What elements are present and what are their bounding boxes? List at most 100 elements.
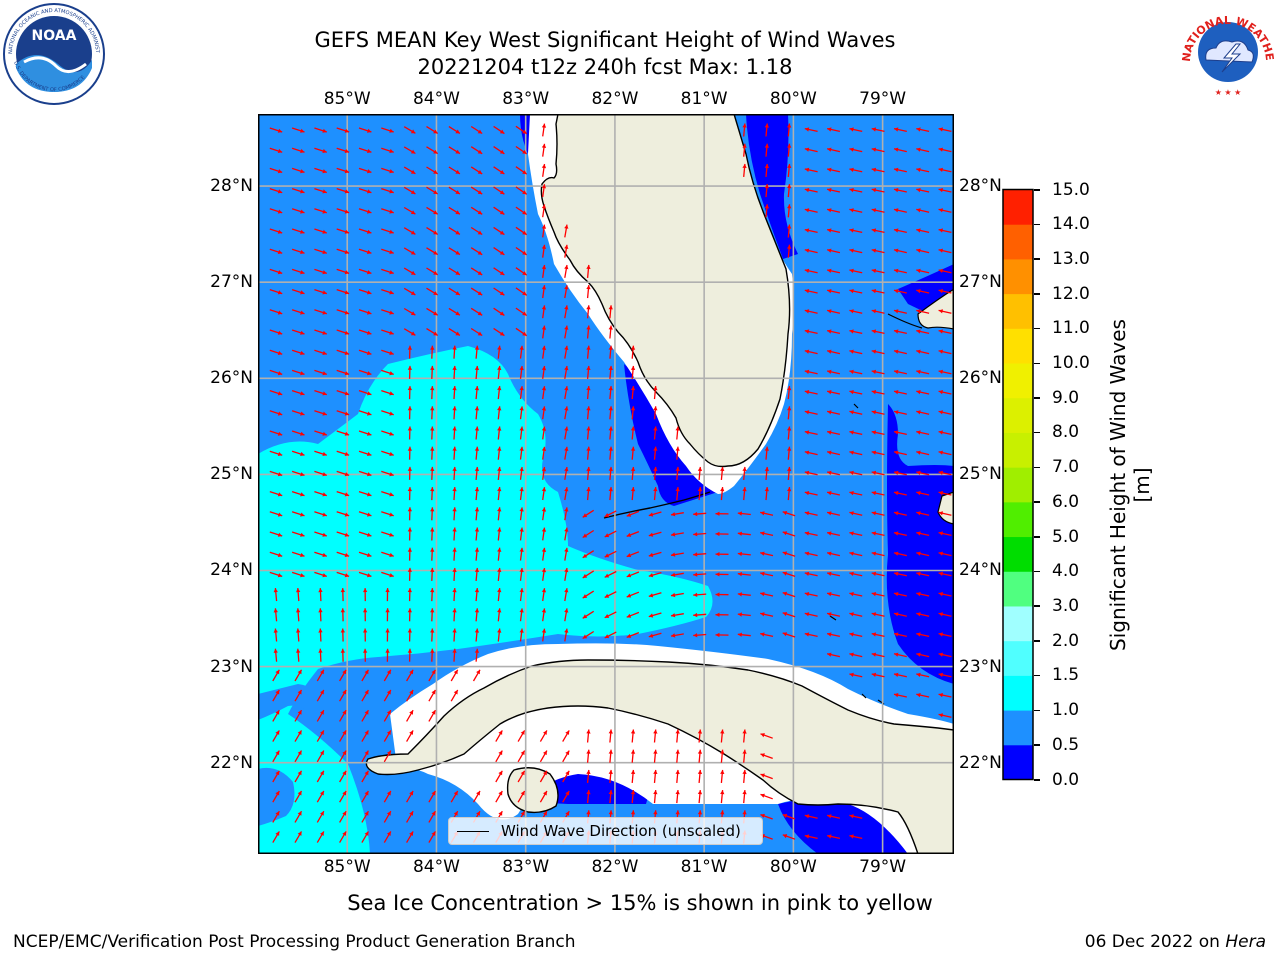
lat-tick-label-right: 23°N <box>959 656 1002 677</box>
lat-tick-label-right: 28°N <box>959 176 1002 197</box>
wind-arrow <box>314 470 327 477</box>
wind-arrow <box>782 612 796 618</box>
lat-tick-label-right: 25°N <box>959 464 1002 485</box>
wind-arrow <box>381 167 394 174</box>
wind-arrow <box>720 466 725 480</box>
wind-arrow <box>291 329 305 335</box>
wind-arrow <box>430 386 435 400</box>
wind-arrow <box>826 814 841 819</box>
wind-arrow <box>675 729 680 743</box>
colorbar-tick-label: 6.0 <box>1052 491 1080 512</box>
wind-arrow <box>493 226 505 236</box>
wind-arrow <box>296 588 301 602</box>
wind-arrow <box>760 531 774 537</box>
colorbar-tick-label: 0.5 <box>1052 734 1080 755</box>
wind-arrow <box>273 628 278 642</box>
wind-arrow <box>826 167 841 173</box>
wind-arrow <box>358 571 372 578</box>
wind-arrow <box>336 208 350 214</box>
lon-tick-label-bottom: 80°W <box>769 857 817 877</box>
wind-arrow <box>826 652 841 658</box>
wind-arrow <box>474 345 480 359</box>
wind-arrow <box>782 571 796 578</box>
lon-tick-label-bottom: 83°W <box>502 857 550 877</box>
colorbar-tick-label: 2.0 <box>1052 630 1080 651</box>
wind-arrow <box>314 208 327 214</box>
wind-arrow <box>916 632 930 638</box>
wind-arrow <box>430 588 435 602</box>
wind-arrow <box>737 612 751 617</box>
wind-arrow <box>871 369 885 375</box>
wind-arrow <box>916 511 930 516</box>
wind-arrow <box>470 327 483 337</box>
wind-arrow <box>385 608 390 622</box>
colorbar-segment <box>1003 328 1033 364</box>
wind-arrow <box>515 246 528 256</box>
colorbar-tick-mark <box>1034 536 1040 538</box>
wind-arrow <box>893 571 907 577</box>
wind-arrow <box>316 770 325 783</box>
wind-arrow <box>269 450 283 456</box>
wind-arrow <box>787 224 792 238</box>
wind-arrow <box>403 328 416 336</box>
wind-arrow <box>737 592 751 597</box>
wind-arrow <box>670 552 684 557</box>
wind-arrow <box>871 592 885 597</box>
wind-arrow <box>804 167 818 173</box>
wind-arrow <box>406 730 414 742</box>
wind-arrow <box>871 491 885 496</box>
wind-arrow <box>670 512 684 517</box>
wind-arrow <box>849 268 863 274</box>
wind-arrow <box>407 406 412 420</box>
lat-tick-label-left: 24°N <box>210 560 253 581</box>
wind-arrow <box>448 328 461 336</box>
wind-arrow <box>675 466 680 480</box>
wind-arrow <box>448 227 461 235</box>
wind-arrow <box>893 430 907 436</box>
wind-arrow <box>693 633 707 638</box>
wind-arrow <box>541 345 547 359</box>
wind-arrow <box>450 669 459 682</box>
wind-arrow <box>871 551 885 557</box>
wind-arrow <box>586 446 591 460</box>
wind-arrow <box>474 608 480 622</box>
wind-arrow <box>363 588 368 602</box>
wind-arrow <box>381 268 394 275</box>
colorbar-tick-mark <box>1034 258 1040 260</box>
wind-arrow <box>630 790 636 804</box>
wind-arrow <box>403 186 416 195</box>
wind-arrow <box>318 588 323 602</box>
wind-arrow <box>871 672 885 678</box>
wind-arrow <box>407 588 412 602</box>
wind-arrow <box>426 328 439 336</box>
wind-arrow <box>564 507 569 521</box>
wind-arrow <box>804 491 818 496</box>
wind-arrow <box>826 309 841 314</box>
wind-arrow <box>296 628 301 642</box>
wind-arrow <box>358 329 372 335</box>
wind-arrow <box>586 487 591 501</box>
wind-arrow <box>871 531 885 537</box>
wind-arrow <box>474 426 480 440</box>
wind-arrow <box>608 790 613 804</box>
wind-arrow <box>314 187 327 194</box>
wind-arrow <box>407 567 412 581</box>
wind-arrow <box>804 228 818 234</box>
colorbar-segment <box>1003 363 1033 399</box>
wind-arrow <box>448 307 461 316</box>
wind-arrow <box>893 410 907 415</box>
wind-arrow <box>604 570 617 578</box>
wind-arrow <box>474 588 480 602</box>
wind-arrow <box>564 386 569 400</box>
wind-arrow <box>430 628 435 642</box>
wind-arrow <box>452 628 457 642</box>
wind-arrow <box>582 529 595 539</box>
lon-tick-label-bottom: 84°W <box>412 857 460 877</box>
wind-arrow <box>715 632 729 638</box>
wind-arrow <box>871 511 885 516</box>
wind-arrow <box>430 365 435 379</box>
wind-arrow <box>291 531 305 537</box>
wind-arrow <box>294 831 303 843</box>
wind-arrow <box>269 248 283 254</box>
lat-tick-label-right: 26°N <box>959 368 1002 389</box>
